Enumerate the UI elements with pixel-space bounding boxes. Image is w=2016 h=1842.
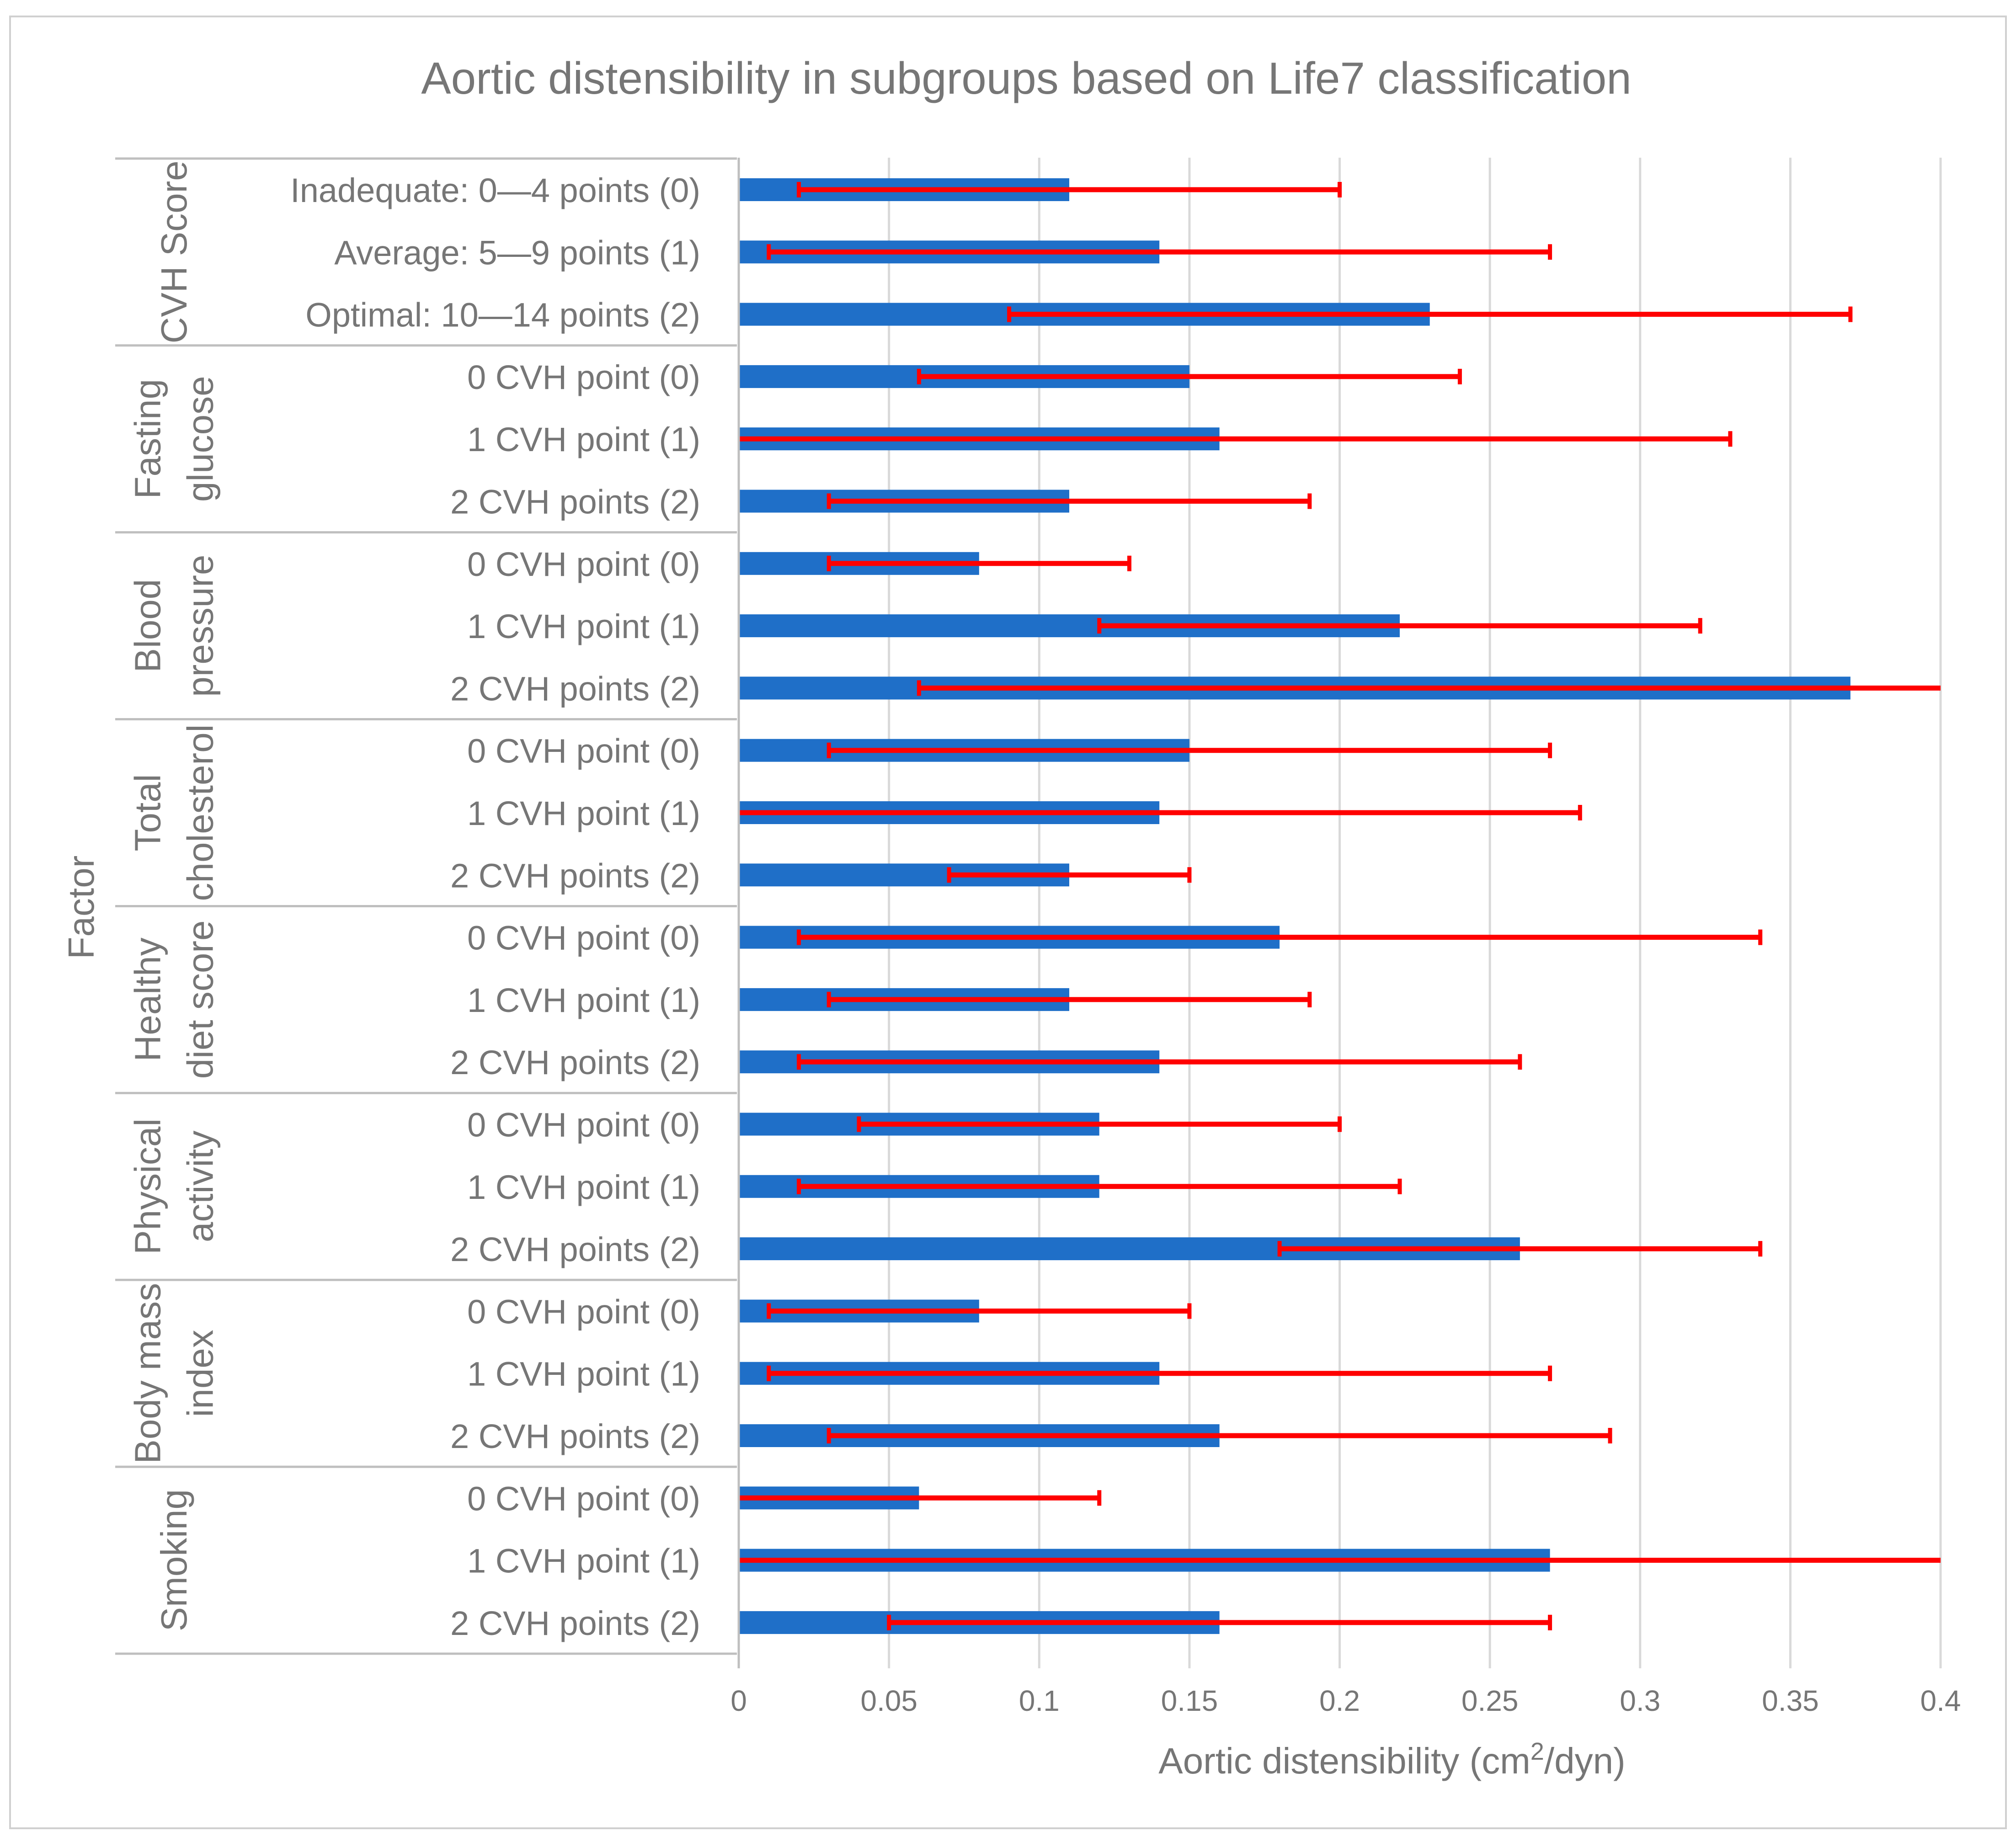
group-label: Healthy diet score bbox=[128, 920, 221, 1079]
x-tick-label: 0.15 bbox=[1161, 1684, 1218, 1717]
category-label: 0 CVH point (0) bbox=[467, 1293, 700, 1331]
x-tick-label: 0.25 bbox=[1461, 1684, 1519, 1717]
category-label: 2 CVH points (2) bbox=[450, 1604, 700, 1642]
group-label: Total cholesterol bbox=[128, 724, 221, 901]
gridlines bbox=[888, 158, 1942, 1668]
category-label: 0 CVH point (0) bbox=[467, 919, 700, 957]
category-label: 1 CVH point (1) bbox=[467, 981, 700, 1019]
chart-title: Aortic distensibility in subgroups based… bbox=[421, 53, 1631, 103]
category-label: 2 CVH points (2) bbox=[450, 1417, 700, 1455]
category-label: 2 CVH points (2) bbox=[450, 483, 700, 521]
group-label: Blood pressure bbox=[128, 554, 221, 697]
category-label: 2 CVH points (2) bbox=[450, 1043, 700, 1081]
x-tick-label: 0.1 bbox=[1019, 1684, 1060, 1717]
category-label: 1 CVH point (1) bbox=[467, 607, 700, 645]
y-axis-title: Factor bbox=[61, 856, 101, 959]
group-label: CVH Score bbox=[154, 160, 194, 343]
error-bars bbox=[739, 182, 1941, 1630]
x-tick-labels: 0 0.05 0.1 0.15 0.2 0.25 0.3 0.35 0.4 bbox=[731, 1684, 1961, 1717]
category-label: Optimal: 10—14 points (2) bbox=[305, 296, 700, 334]
group-label: Smoking bbox=[154, 1489, 194, 1631]
x-axis-title: Aortic distensibility (cm2/dyn) bbox=[1158, 1738, 1625, 1781]
category-label: Average: 5—9 points (1) bbox=[334, 234, 700, 272]
category-label: 2 CVH points (2) bbox=[450, 857, 700, 894]
x-tick-label: 0 bbox=[731, 1684, 747, 1717]
x-tick-label: 0.35 bbox=[1762, 1684, 1819, 1717]
category-label: 1 CVH point (1) bbox=[467, 1168, 700, 1206]
x-tick-label: 0.05 bbox=[860, 1684, 917, 1717]
group-label: Physical activity bbox=[128, 1118, 221, 1255]
axes bbox=[115, 157, 740, 1668]
x-tick-label: 0.2 bbox=[1319, 1684, 1360, 1717]
category-label: 1 CVH point (1) bbox=[467, 421, 700, 458]
category-label: 1 CVH point (1) bbox=[467, 1542, 700, 1580]
category-label: 2 CVH points (2) bbox=[450, 670, 700, 708]
category-label: 0 CVH point (0) bbox=[467, 358, 700, 396]
x-tick-label: 0.4 bbox=[1920, 1684, 1961, 1717]
category-label: 1 CVH point (1) bbox=[467, 794, 700, 832]
category-label: 0 CVH point (0) bbox=[467, 1106, 700, 1144]
category-label: 0 CVH point (0) bbox=[467, 1480, 700, 1517]
category-label: Inadequate: 0—4 points (0) bbox=[290, 171, 700, 209]
category-labels: Inadequate: 0—4 points (0) Average: 5—9 p… bbox=[290, 171, 700, 1642]
category-label: 2 CVH points (2) bbox=[450, 1230, 700, 1268]
category-label: 1 CVH point (1) bbox=[467, 1355, 700, 1393]
category-label: 0 CVH point (0) bbox=[467, 545, 700, 583]
group-label: Body mass index bbox=[128, 1283, 221, 1464]
group-label: Fasting glucose bbox=[128, 376, 221, 502]
group-labels: CVH Score Fasting glucose Blood pressure Tota… bbox=[128, 160, 221, 1631]
category-label: 0 CVH point (0) bbox=[467, 732, 700, 770]
x-tick-label: 0.3 bbox=[1620, 1684, 1660, 1717]
